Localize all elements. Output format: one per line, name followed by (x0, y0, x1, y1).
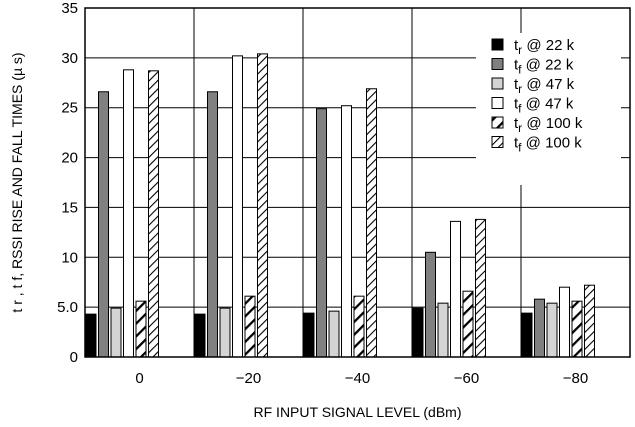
y-tick-label: 15 (61, 199, 78, 216)
bar (425, 251, 436, 358)
y-tick-label: 25 (61, 100, 78, 117)
bar (546, 302, 558, 358)
grid-lines (85, 8, 630, 357)
legend-swatch (491, 58, 504, 70)
bar (559, 286, 570, 358)
legend-entry: tf @ 22 k (514, 57, 574, 77)
bar (462, 290, 474, 358)
bar (353, 295, 365, 358)
legend-entry: tr @ 22 k (514, 37, 575, 57)
bar (219, 307, 231, 358)
legend: tr @ 22 ktf @ 22 ktr @ 47 ktf @ 47 ktr @… (476, 33, 621, 185)
bar (412, 307, 424, 358)
y-tick-label: 10 (61, 249, 78, 266)
bar (123, 69, 134, 358)
bar (521, 312, 533, 358)
bar (194, 313, 206, 358)
bar (244, 295, 256, 358)
bar (450, 220, 461, 358)
bar (98, 91, 109, 358)
y-axis-label: t r , t f, RSSI RISE AND FALL TIMES (µ s… (9, 52, 25, 312)
bar (534, 298, 545, 358)
bar (584, 284, 595, 358)
x-tick-labels: 0 −20 −40 −60 −80 (135, 370, 588, 387)
legend-entry: tf @ 100 k (514, 135, 582, 155)
bar (475, 218, 486, 358)
bar (257, 53, 268, 358)
x-tick-label: −20 (236, 370, 261, 387)
x-tick-label: 0 (135, 370, 143, 387)
legend-swatch (491, 77, 504, 90)
y-tick-labels: 0 5.0 10 15 20 25 30 35 (57, 0, 78, 366)
legend-swatch (491, 136, 504, 148)
x-axis-label: RF INPUT SIGNAL LEVEL (dBm) (254, 404, 462, 420)
bar (328, 310, 340, 358)
y-tick-label: 0 (70, 349, 78, 366)
legend-entry: tr @ 47 k (514, 76, 575, 96)
legend-swatch (491, 38, 504, 51)
bar (110, 307, 122, 358)
legend-entry: tr @ 100 k (514, 115, 583, 135)
bar (437, 302, 449, 358)
bar-group (85, 53, 595, 358)
y-tick-label: 5.0 (57, 299, 78, 316)
plot-frame (84, 7, 631, 358)
x-tick-label: −60 (454, 370, 479, 387)
y-tick-label: 30 (61, 50, 78, 67)
bar (341, 105, 352, 358)
bar (316, 108, 327, 358)
bar (207, 91, 218, 358)
x-tick-label: −80 (563, 370, 588, 387)
bar (366, 88, 377, 358)
legend-entry: tf @ 47 k (514, 96, 574, 116)
legend-swatch (491, 116, 504, 129)
bar (85, 313, 97, 358)
y-tick-label: 35 (61, 0, 78, 17)
bar (571, 300, 583, 358)
legend-swatch (491, 97, 504, 109)
x-tick-label: −40 (345, 370, 370, 387)
bar (232, 55, 243, 358)
y-tick-label: 20 (61, 150, 78, 167)
bar (303, 312, 315, 358)
bar (148, 70, 159, 358)
bar (135, 300, 147, 358)
